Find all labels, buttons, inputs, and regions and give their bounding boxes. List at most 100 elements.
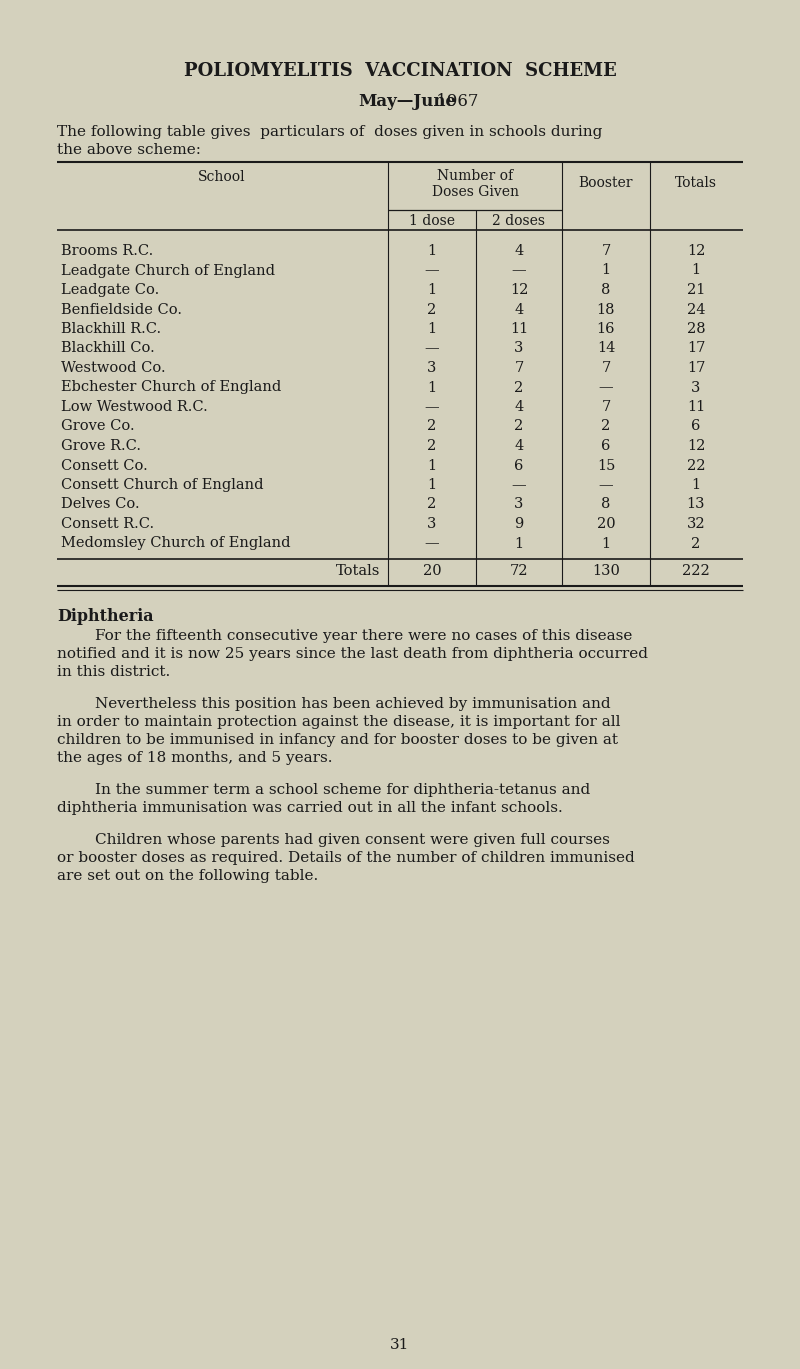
Text: Number of
Doses Given: Number of Doses Given [431,168,518,200]
Text: 4: 4 [514,400,524,413]
Text: In the summer term a school scheme for diphtheria-tetanus and: In the summer term a school scheme for d… [95,783,590,797]
Text: Nevertheless this position has been achieved by immunisation and: Nevertheless this position has been achi… [95,697,610,711]
Text: Leadgate Co.: Leadgate Co. [61,283,159,297]
Text: 1: 1 [427,322,437,335]
Text: Diphtheria: Diphtheria [57,608,154,626]
Text: Totals: Totals [675,177,717,190]
Text: diphtheria immunisation was carried out in all the infant schools.: diphtheria immunisation was carried out … [57,801,562,815]
Text: 16: 16 [597,322,615,335]
Text: or booster doses as required. Details of the number of children immunised: or booster doses as required. Details of… [57,852,634,865]
Text: 3: 3 [691,381,701,394]
Text: the above scheme:: the above scheme: [57,142,201,157]
Text: 9: 9 [514,517,524,531]
Text: 8: 8 [602,283,610,297]
Text: 7: 7 [602,361,610,375]
Text: 2 doses: 2 doses [493,214,546,229]
Text: 4: 4 [514,439,524,453]
Text: 2: 2 [691,537,701,550]
Text: 7: 7 [602,400,610,413]
Text: are set out on the following table.: are set out on the following table. [57,869,318,883]
Text: 6: 6 [602,439,610,453]
Text: 1967: 1967 [431,93,478,110]
Text: —: — [425,400,439,413]
Text: 2: 2 [427,497,437,512]
Text: 18: 18 [597,303,615,316]
Text: 28: 28 [686,322,706,335]
Text: Benfieldside Co.: Benfieldside Co. [61,303,182,316]
Text: 2: 2 [427,419,437,434]
Text: 12: 12 [687,439,705,453]
Text: 222: 222 [682,564,710,578]
Text: 8: 8 [602,497,610,512]
Text: 12: 12 [687,244,705,257]
Text: 20: 20 [422,564,442,578]
Text: Brooms R.C.: Brooms R.C. [61,244,154,257]
Text: 3: 3 [427,361,437,375]
Text: 4: 4 [514,244,524,257]
Text: 3: 3 [514,497,524,512]
Text: —: — [425,341,439,356]
Text: 14: 14 [597,341,615,356]
Text: Grove Co.: Grove Co. [61,419,134,434]
Text: 31: 31 [390,1338,410,1353]
Text: 6: 6 [514,459,524,472]
Text: 20: 20 [597,517,615,531]
Text: 1: 1 [427,478,437,491]
Text: 2: 2 [514,419,524,434]
Text: 4: 4 [514,303,524,316]
Text: Blackhill Co.: Blackhill Co. [61,341,154,356]
Text: Grove R.C.: Grove R.C. [61,439,141,453]
Text: Booster: Booster [578,177,634,190]
Text: 2: 2 [427,439,437,453]
Text: 17: 17 [687,341,705,356]
Text: 12: 12 [510,283,528,297]
Text: 32: 32 [686,517,706,531]
Text: Totals: Totals [336,564,380,578]
Text: 7: 7 [602,244,610,257]
Text: Low Westwood R.C.: Low Westwood R.C. [61,400,208,413]
Text: 2: 2 [514,381,524,394]
Text: —: — [425,537,439,550]
Text: 1: 1 [602,263,610,278]
Text: 1: 1 [427,459,437,472]
Text: Consett Church of England: Consett Church of England [61,478,263,491]
Text: 1: 1 [427,244,437,257]
Text: —: — [598,381,614,394]
Text: 1: 1 [427,283,437,297]
Text: —: — [598,478,614,491]
Text: in this district.: in this district. [57,665,170,679]
Text: 2: 2 [427,303,437,316]
Text: 24: 24 [686,303,706,316]
Text: in order to maintain protection against the disease, it is important for all: in order to maintain protection against … [57,715,621,730]
Text: 15: 15 [597,459,615,472]
Text: Children whose parents had given consent were given full courses: Children whose parents had given consent… [95,832,610,847]
Text: 1: 1 [427,381,437,394]
Text: 7: 7 [514,361,524,375]
Text: Blackhill R.C.: Blackhill R.C. [61,322,161,335]
Text: May—June: May—June [358,93,456,110]
Text: 1: 1 [602,537,610,550]
Text: Delves Co.: Delves Co. [61,497,140,512]
Text: 1: 1 [514,537,523,550]
Text: Leadgate Church of England: Leadgate Church of England [61,263,275,278]
Text: 17: 17 [687,361,705,375]
Text: 6: 6 [691,419,701,434]
Text: children to be immunised in infancy and for booster doses to be given at: children to be immunised in infancy and … [57,732,618,747]
Text: 130: 130 [592,564,620,578]
Text: 2: 2 [602,419,610,434]
Text: 22: 22 [686,459,706,472]
Text: The following table gives  particulars of  doses given in schools during: The following table gives particulars of… [57,125,602,140]
Text: the ages of 18 months, and 5 years.: the ages of 18 months, and 5 years. [57,752,333,765]
Text: For the fifteenth consecutive year there were no cases of this disease: For the fifteenth consecutive year there… [95,628,632,643]
Text: 11: 11 [687,400,705,413]
Text: —: — [512,478,526,491]
Text: 13: 13 [686,497,706,512]
Text: —: — [512,263,526,278]
Text: Consett Co.: Consett Co. [61,459,148,472]
Text: 1: 1 [691,263,701,278]
Text: 3: 3 [514,341,524,356]
Text: 21: 21 [687,283,705,297]
Text: —: — [425,263,439,278]
Text: 72: 72 [510,564,528,578]
Text: Consett R.C.: Consett R.C. [61,517,154,531]
